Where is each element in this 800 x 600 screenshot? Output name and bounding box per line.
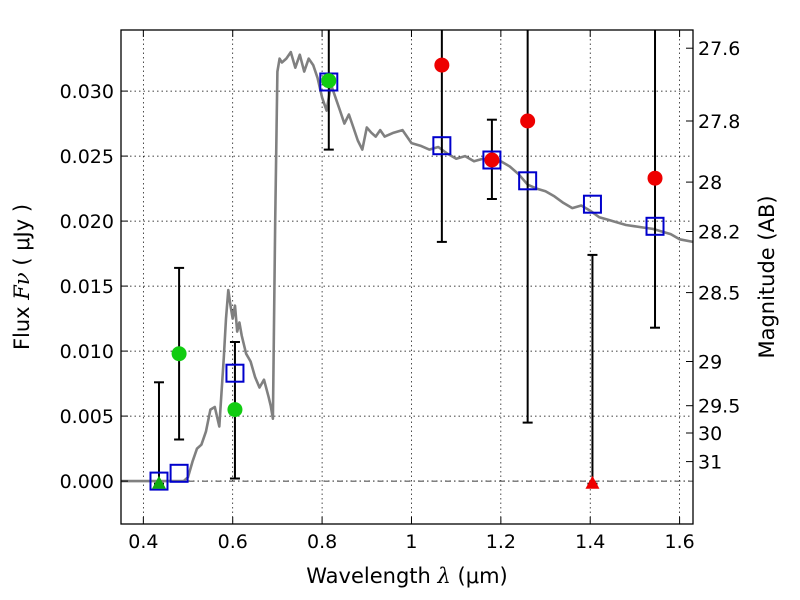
y-tick-label: 0.020 xyxy=(60,211,114,233)
circle-marker xyxy=(227,402,243,418)
x-tick-label: 0.6 xyxy=(218,531,248,553)
photometry-markers xyxy=(149,57,665,491)
y2-tick-label: 29 xyxy=(698,352,722,374)
square-marker xyxy=(582,194,602,214)
triangle-marker xyxy=(151,475,166,489)
circle-marker xyxy=(484,152,500,168)
y-axis-label: Flux Fν ( μJy ) xyxy=(10,204,34,350)
x-tick-label: 1.4 xyxy=(575,531,605,553)
circle-marker xyxy=(321,73,337,89)
model-sed xyxy=(121,50,694,483)
circle-marker xyxy=(171,346,187,362)
x-tick-label: 0.8 xyxy=(307,531,337,553)
square-marker xyxy=(518,171,538,191)
y-tick-label: 0.025 xyxy=(60,146,114,168)
y-tick-label: 0.030 xyxy=(60,81,114,103)
y2-tick-label: 29.5 xyxy=(698,396,740,418)
square-marker xyxy=(482,150,502,170)
ticks: 0.4 0.6 0.8 1 1.2 1.4 1.6 0.000 0.005 0.010 0.015 0… xyxy=(60,30,740,553)
grid xyxy=(121,30,693,524)
y2-tick-label: 28.5 xyxy=(698,283,740,305)
y2-tick-label: 28.2 xyxy=(698,222,740,244)
circle-marker xyxy=(647,170,663,186)
y-tick-label: 0.000 xyxy=(60,471,114,493)
x-tick-label: 1.6 xyxy=(664,531,694,553)
y-tick-label: 0.005 xyxy=(60,406,114,428)
square-marker xyxy=(225,363,245,383)
y-tick-label: 0.015 xyxy=(60,276,114,298)
y2-axis-label: Magnitude (AB) xyxy=(755,195,779,358)
y2-tick-label: 28 xyxy=(698,172,722,194)
x-axis-label: Wavelength λ (μm) xyxy=(306,564,507,588)
circle-marker xyxy=(520,113,536,129)
y-tick-label: 0.010 xyxy=(60,341,114,363)
y2-tick-label: 27.6 xyxy=(698,38,740,60)
y2-tick-label: 30 xyxy=(698,423,722,445)
plot-frame xyxy=(120,29,694,525)
model-sed-line xyxy=(121,50,694,483)
x-tick-label: 1 xyxy=(405,531,417,553)
square-marker xyxy=(149,471,169,491)
y2-tick-label: 31 xyxy=(698,452,722,474)
square-marker xyxy=(645,216,665,236)
y2-tick-label: 27.8 xyxy=(698,111,740,133)
circle-marker xyxy=(434,57,450,73)
square-marker xyxy=(169,463,189,483)
square-marker xyxy=(432,136,452,156)
x-tick-label: 1.2 xyxy=(486,531,516,553)
x-tick-label: 0.4 xyxy=(128,531,158,553)
error-bars xyxy=(153,30,661,485)
triangle-marker xyxy=(585,475,600,489)
